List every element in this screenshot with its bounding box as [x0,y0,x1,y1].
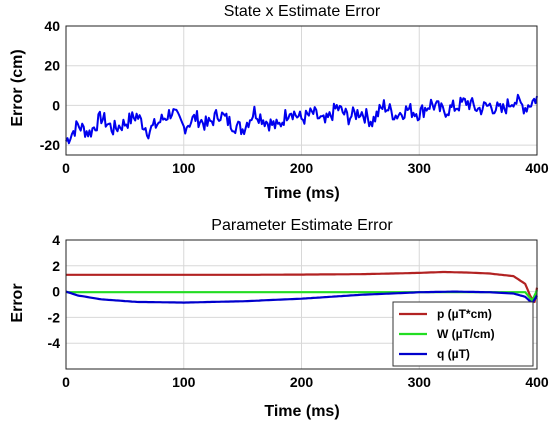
legend: p (µT*cm) W (µT/cm) q (µT) [392,301,534,367]
y-tick-label: 2 [52,258,60,274]
y-tick-label: -20 [40,137,60,153]
x-tick-label: 400 [525,374,549,390]
plot-frame [65,239,538,370]
plot-frame [65,25,538,156]
state-error-chart: State x Estimate Error Time (ms) Error (… [9,3,549,202]
series-line-0 [65,93,538,145]
legend-label: W (µT/cm) [437,327,495,341]
chart-title: State x Estimate Error [224,3,381,20]
y-tick-label: 40 [44,18,60,34]
x-axis-label: Time (ms) [264,403,339,420]
y-tick-label: 20 [44,58,60,74]
x-axis-label: Time (ms) [264,185,339,202]
y-tick-label: 4 [52,232,60,248]
y-axis-label: Error [9,283,26,322]
y-tick-label: 0 [52,284,60,300]
x-tick-label: 400 [525,160,549,176]
y-tick-label: 0 [52,97,60,113]
y-axis-label: Error (cm) [9,49,26,126]
x-tick-label: 200 [290,160,314,176]
legend-label: p (µT*cm) [437,307,492,321]
x-tick-label: 0 [62,160,70,176]
y-tick-label: -2 [48,309,61,325]
chart-title: Parameter Estimate Error [211,217,393,234]
x-tick-label: 100 [172,374,196,390]
x-tick-label: 0 [62,374,70,390]
x-tick-label: 300 [408,160,432,176]
x-tick-label: 200 [290,374,314,390]
x-tick-label: 100 [172,160,196,176]
series-line-2 [65,290,538,305]
x-tick-label: 300 [408,374,432,390]
y-tick-label: -4 [48,335,61,351]
legend-label: q (µT) [437,347,470,361]
series-line-0 [66,270,539,303]
parameter-error-chart: Parameter Estimate Error Time (ms) Error… [9,217,549,420]
